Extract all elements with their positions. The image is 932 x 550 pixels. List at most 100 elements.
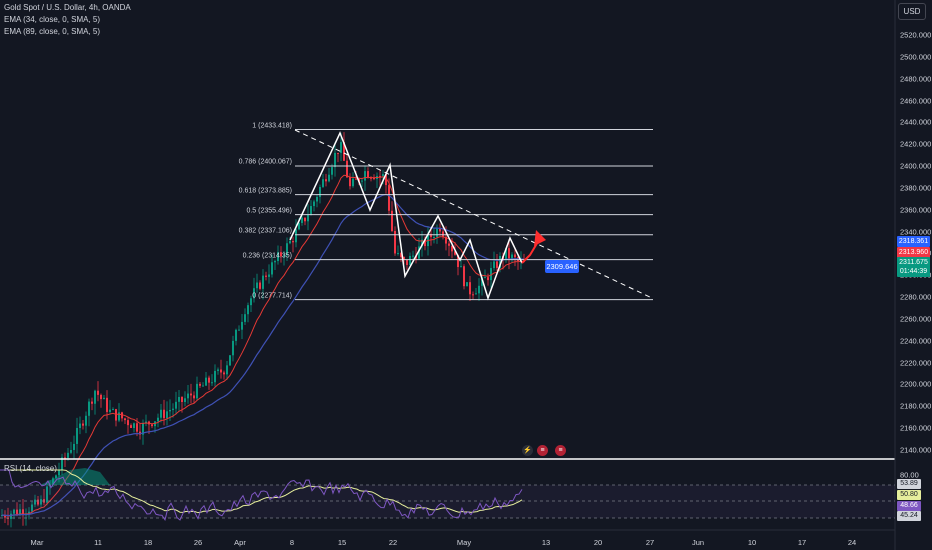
candle-body: [55, 475, 57, 479]
candle-body: [70, 450, 72, 453]
time-axis-label: 15: [337, 538, 347, 547]
candle-body: [283, 255, 285, 257]
ema-89-legend[interactable]: EMA (89, close, 0, SMA, 5): [4, 27, 101, 36]
symbol-legend[interactable]: Gold Spot / U.S. Dollar, 4h, OANDA: [4, 3, 131, 12]
currency-selector[interactable]: USD: [898, 3, 926, 20]
candle-body: [424, 239, 426, 247]
price-axis-label: 2160.000: [900, 423, 932, 433]
fib-level-label: 0.5 (2355.496): [246, 207, 292, 215]
candle-body: [262, 275, 264, 289]
candle-body: [100, 394, 102, 400]
candle-body: [505, 248, 507, 260]
rsi-axis-label: 80.00: [900, 470, 919, 480]
candle-body: [349, 177, 351, 187]
candle-body: [292, 241, 294, 243]
candle-body: [19, 509, 21, 515]
candle-body: [232, 340, 234, 356]
fib-level-label: 0.236 (2314.35): [242, 252, 292, 260]
rsi-badge: 45.24: [897, 511, 921, 521]
price-badge: 2311.675: [897, 257, 930, 268]
candle-body: [343, 142, 345, 161]
candle-body: [400, 253, 402, 257]
rsi-band: [0, 485, 895, 518]
candle-body: [127, 420, 129, 426]
candle-body: [121, 412, 123, 419]
rsi-legend[interactable]: RSI (14, close): [4, 464, 57, 473]
candle-body: [490, 268, 492, 281]
candle-body: [364, 171, 366, 181]
candle-body: [451, 245, 453, 252]
candle-body: [205, 377, 207, 386]
candle-body: [250, 298, 252, 306]
candle-body: [385, 174, 387, 186]
fibonacci-retracement[interactable]: [295, 129, 653, 301]
candle-body: [367, 171, 369, 178]
fib-level-label: 0.618 (2373.885): [238, 187, 292, 195]
descending-trendline[interactable]: [294, 129, 653, 299]
candle-body: [313, 201, 315, 207]
lightning-icon[interactable]: ⚡: [522, 445, 533, 456]
us-flag-icon[interactable]: ≡: [537, 445, 548, 456]
candle-body: [310, 206, 312, 216]
fib-level-label: 1 (2433.418): [252, 122, 292, 130]
candle-body: [508, 248, 510, 259]
candle-body: [397, 253, 399, 255]
price-axis-label: 2420.000: [900, 139, 932, 149]
candle-body: [454, 251, 456, 255]
candle-body: [328, 174, 330, 182]
candle-body: [28, 511, 30, 514]
candle-body: [244, 314, 246, 322]
candle-body: [322, 179, 324, 187]
rsi-line: [0, 469, 523, 522]
time-axis-label: 17: [797, 538, 807, 547]
ema-34-legend[interactable]: EMA (34, close, 0, SMA, 5): [4, 15, 101, 24]
candle-body: [103, 397, 105, 400]
price-axis-label: 2140.000: [900, 445, 932, 455]
candle-body: [211, 382, 213, 384]
candle-body: [94, 390, 96, 404]
price-axis-label: 2360.000: [900, 205, 932, 215]
time-axis-label: Mar: [30, 538, 44, 547]
candle-body: [274, 261, 276, 263]
fib-level-label: 0.786 (2400.067): [238, 158, 292, 166]
candle-body: [334, 152, 336, 168]
zigzag-pattern[interactable]: [289, 131, 523, 301]
candle-body: [58, 470, 60, 476]
fib-level-label: 0 (2277.714): [252, 292, 292, 300]
candle-body: [214, 370, 216, 383]
candle-body: [409, 255, 411, 265]
price-axis-label: 2280.000: [900, 292, 932, 302]
candle-body: [46, 486, 48, 503]
candle-body: [382, 174, 384, 177]
candle-body: [463, 266, 465, 287]
candle-body: [280, 252, 282, 257]
candle-body: [418, 246, 420, 259]
candle-body: [238, 329, 240, 331]
candle-body: [307, 215, 309, 222]
candle-body: [286, 243, 288, 256]
price-axis-label: 2180.000: [900, 401, 932, 411]
time-axis-label: 27: [645, 538, 655, 547]
candle-body: [388, 185, 390, 211]
candle-body: [481, 277, 483, 286]
time-axis-label: Jun: [691, 538, 705, 547]
candle-body: [361, 180, 363, 182]
candle-body: [181, 396, 183, 403]
candle-body: [175, 401, 177, 409]
price-axis-label: 2340.000: [900, 227, 932, 237]
us-flag-icon[interactable]: ≡: [555, 445, 566, 456]
candle-body: [163, 409, 165, 419]
price-axis-label: 2260.000: [900, 314, 932, 324]
candle-body: [88, 401, 90, 416]
candle-body: [187, 393, 189, 399]
candle-body: [316, 196, 318, 202]
candle-body: [478, 285, 480, 294]
candle-body: [319, 186, 321, 197]
candle-body: [391, 210, 393, 232]
candle-body: [370, 177, 372, 179]
candle-body: [472, 294, 474, 296]
candle-body: [97, 390, 99, 395]
time-axis-label: 13: [541, 538, 551, 547]
target-price-label[interactable]: 2309.646: [545, 260, 579, 273]
